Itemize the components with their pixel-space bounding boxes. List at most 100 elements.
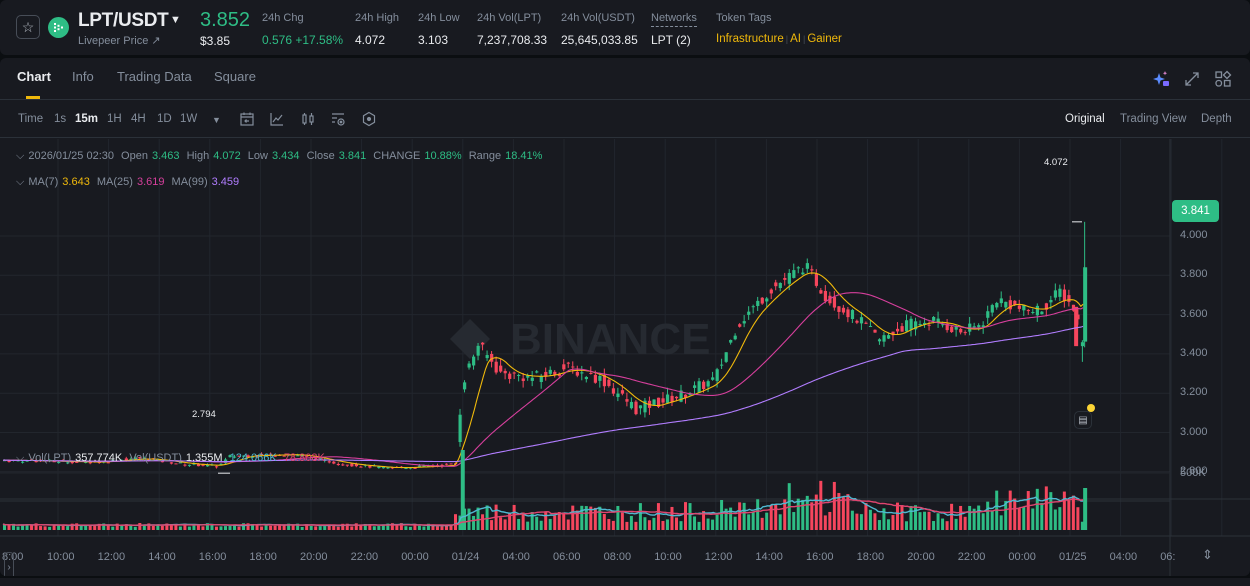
collapse-chevron-icon[interactable]: ⌵ [16, 150, 25, 162]
interval-time[interactable]: Time [18, 113, 44, 125]
chart-toolbar: Time 1s 15m 1H 4H 1D 1W ▼ Original Trading View… [0, 100, 1250, 138]
tag-gainer[interactable]: Gainer [807, 33, 842, 45]
ma25-value: 3.619 [136, 176, 165, 188]
chart-settings-icon[interactable] [330, 111, 346, 127]
ma7-value: 3.643 [62, 176, 90, 188]
price-axis-label: 4.000 [1180, 229, 1208, 241]
stat-value: 3.103 [418, 33, 449, 47]
notes-icon[interactable]: ▤ [1074, 411, 1092, 429]
more-intervals-dropdown-icon[interactable]: ▼ [212, 115, 221, 125]
candle-style-icon[interactable] [300, 111, 316, 127]
pair-dropdown-icon[interactable]: ▼ [170, 14, 181, 26]
indicators-line-chart-icon[interactable] [269, 111, 285, 127]
time-axis-label: 20:00 [907, 551, 935, 563]
close-value: 3.841 [338, 150, 367, 162]
stat-value: LPT (2) [651, 33, 691, 47]
range-value: 18.41% [505, 150, 543, 162]
ohlc-legend: ⌵ 2026/01/25 02:30 Open 3.463 High 4.072 Lo… [16, 150, 546, 163]
time-axis-label: 14:00 [755, 551, 783, 563]
time-axis-label: 04:00 [1109, 551, 1138, 563]
view-trading-view[interactable]: Trading View [1120, 113, 1187, 125]
vol-lpt-value: 357.774K [75, 452, 123, 464]
vol-usdt-value: 1.355M [185, 452, 223, 464]
view-depth[interactable]: Depth [1201, 113, 1232, 125]
token-tags: Token Tags Infrastructure | AI | Gainer [716, 12, 842, 45]
time-axis-label: 06: [1160, 551, 1176, 563]
interval-1h[interactable]: 1H [107, 113, 122, 125]
tab-square[interactable]: Square [214, 69, 256, 84]
vol-usdt-label: Vol(USDT) [129, 452, 182, 464]
open-value: 3.463 [151, 150, 180, 162]
time-axis-label: 12:00 [97, 551, 126, 563]
collapse-chevron-icon[interactable]: ⌵ [16, 176, 25, 188]
price-axis-label: 3.600 [1180, 307, 1208, 320]
vol-lpt-label: Vol(LPT) [28, 452, 72, 464]
range-label: Range [468, 150, 502, 162]
tag-ai[interactable]: AI [790, 33, 801, 45]
trading-pair-selector[interactable]: LPT/USDT [78, 10, 169, 31]
svg-text:BINANCE: BINANCE [510, 315, 710, 364]
view-original[interactable]: Original [1065, 113, 1105, 125]
last-price: 3.852 [200, 9, 251, 31]
open-label: Open [121, 150, 148, 162]
time-axis-label: 00:00 [401, 551, 429, 563]
fullscreen-expand-icon[interactable] [1183, 70, 1201, 88]
volume-axis-label: 500K [1180, 467, 1206, 479]
time-axis-label: 14:00 [148, 551, 176, 563]
stat-24h-chg: 24h Chg 0.576 +17.58% [262, 12, 343, 47]
price-axis-label: 3.000 [1180, 425, 1208, 438]
token-tags-label: Token Tags [716, 12, 772, 24]
interval-4h[interactable]: 4H [131, 113, 146, 125]
time-axis-label: 06:00 [553, 551, 581, 563]
tab-chart[interactable]: Chart [17, 69, 51, 84]
tab-trading-data[interactable]: Trading Data [117, 69, 192, 84]
volume-legend: ⌵ Vol(LPT) 357.774K Vol(USDT) 1.355M 124.06… [16, 452, 329, 465]
stat-24h-low: 24h Low 3.103 [418, 12, 460, 47]
chart-canvas[interactable]: BINANCE [0, 139, 1250, 576]
auto-scale-icon[interactable]: ⇕ [1202, 547, 1213, 562]
ai-sparkle-icon[interactable] [1152, 70, 1170, 88]
time-axis-label: 10:00 [654, 551, 682, 563]
low-value: 3.434 [271, 150, 300, 162]
stat-value: 4.072 [355, 33, 386, 47]
candlestick-chart[interactable]: BINANCE ⌵ 2026/01/25 02:30 Open 3.463 High… [0, 139, 1250, 576]
coin-price-link[interactable]: Livepeer Price ↗ [78, 35, 161, 47]
stat-24h-vol-usdt-: 24h Vol(USDT) 25,645,033.85 [561, 12, 638, 47]
interval-15m[interactable]: 15m [75, 113, 99, 125]
price-axis-label: 2.800 [1180, 464, 1208, 477]
stat-label: 24h Vol(USDT) [561, 12, 635, 24]
time-axis-label: 01/25 [1059, 551, 1087, 563]
favorite-star-icon[interactable]: ☆ [16, 15, 40, 39]
interval-1d[interactable]: 1D [157, 113, 172, 125]
stat-label: Networks [651, 12, 697, 27]
layout-grid-icon[interactable] [1214, 70, 1232, 88]
price-axis-label: 3.800 [1180, 268, 1208, 281]
stat-networks[interactable]: Networks LPT (2) [651, 12, 697, 47]
ma99-value: 3.459 [211, 176, 240, 188]
expand-sidebar-handle[interactable]: › [4, 552, 14, 576]
active-tab-indicator [26, 96, 40, 99]
stat-label: 24h Low [418, 12, 460, 24]
change-value: 10.88% [424, 150, 462, 162]
ma25-label: MA(25) [96, 176, 133, 188]
collapse-chevron-icon[interactable]: ⌵ [16, 452, 25, 464]
notification-dot [1087, 404, 1095, 412]
interval-1s[interactable]: 1s [54, 113, 67, 125]
time-axis-label: 04:00 [502, 551, 530, 563]
time-axis-label: 16:00 [806, 551, 834, 563]
stat-24h-high: 24h High 4.072 [355, 12, 399, 47]
time-axis-label: 20:00 [300, 551, 328, 563]
price-axis-label: 3.400 [1180, 346, 1208, 359]
ticker-header: ☆ LPT/USDT ▼ Livepeer Price ↗ 3.852 $3.8… [0, 0, 1250, 55]
ma7-label: MA(7) [28, 176, 59, 188]
interval-1w[interactable]: 1W [180, 113, 198, 125]
tab-info[interactable]: Info [72, 69, 94, 84]
tag-infrastructure[interactable]: Infrastructure [716, 33, 784, 45]
chart-tabs: Chart Info Trading Data Square [0, 58, 1250, 100]
last-price-usd: $3.85 [200, 34, 231, 48]
hexagon-settings-icon[interactable] [361, 111, 377, 127]
time-axis-label: 18:00 [249, 551, 277, 563]
change-label: CHANGE [373, 150, 421, 162]
chart-panel: Chart Info Trading Data Square Time 1s 15m 1H 4… [0, 58, 1250, 576]
calendar-goto-date-icon[interactable] [239, 111, 255, 127]
